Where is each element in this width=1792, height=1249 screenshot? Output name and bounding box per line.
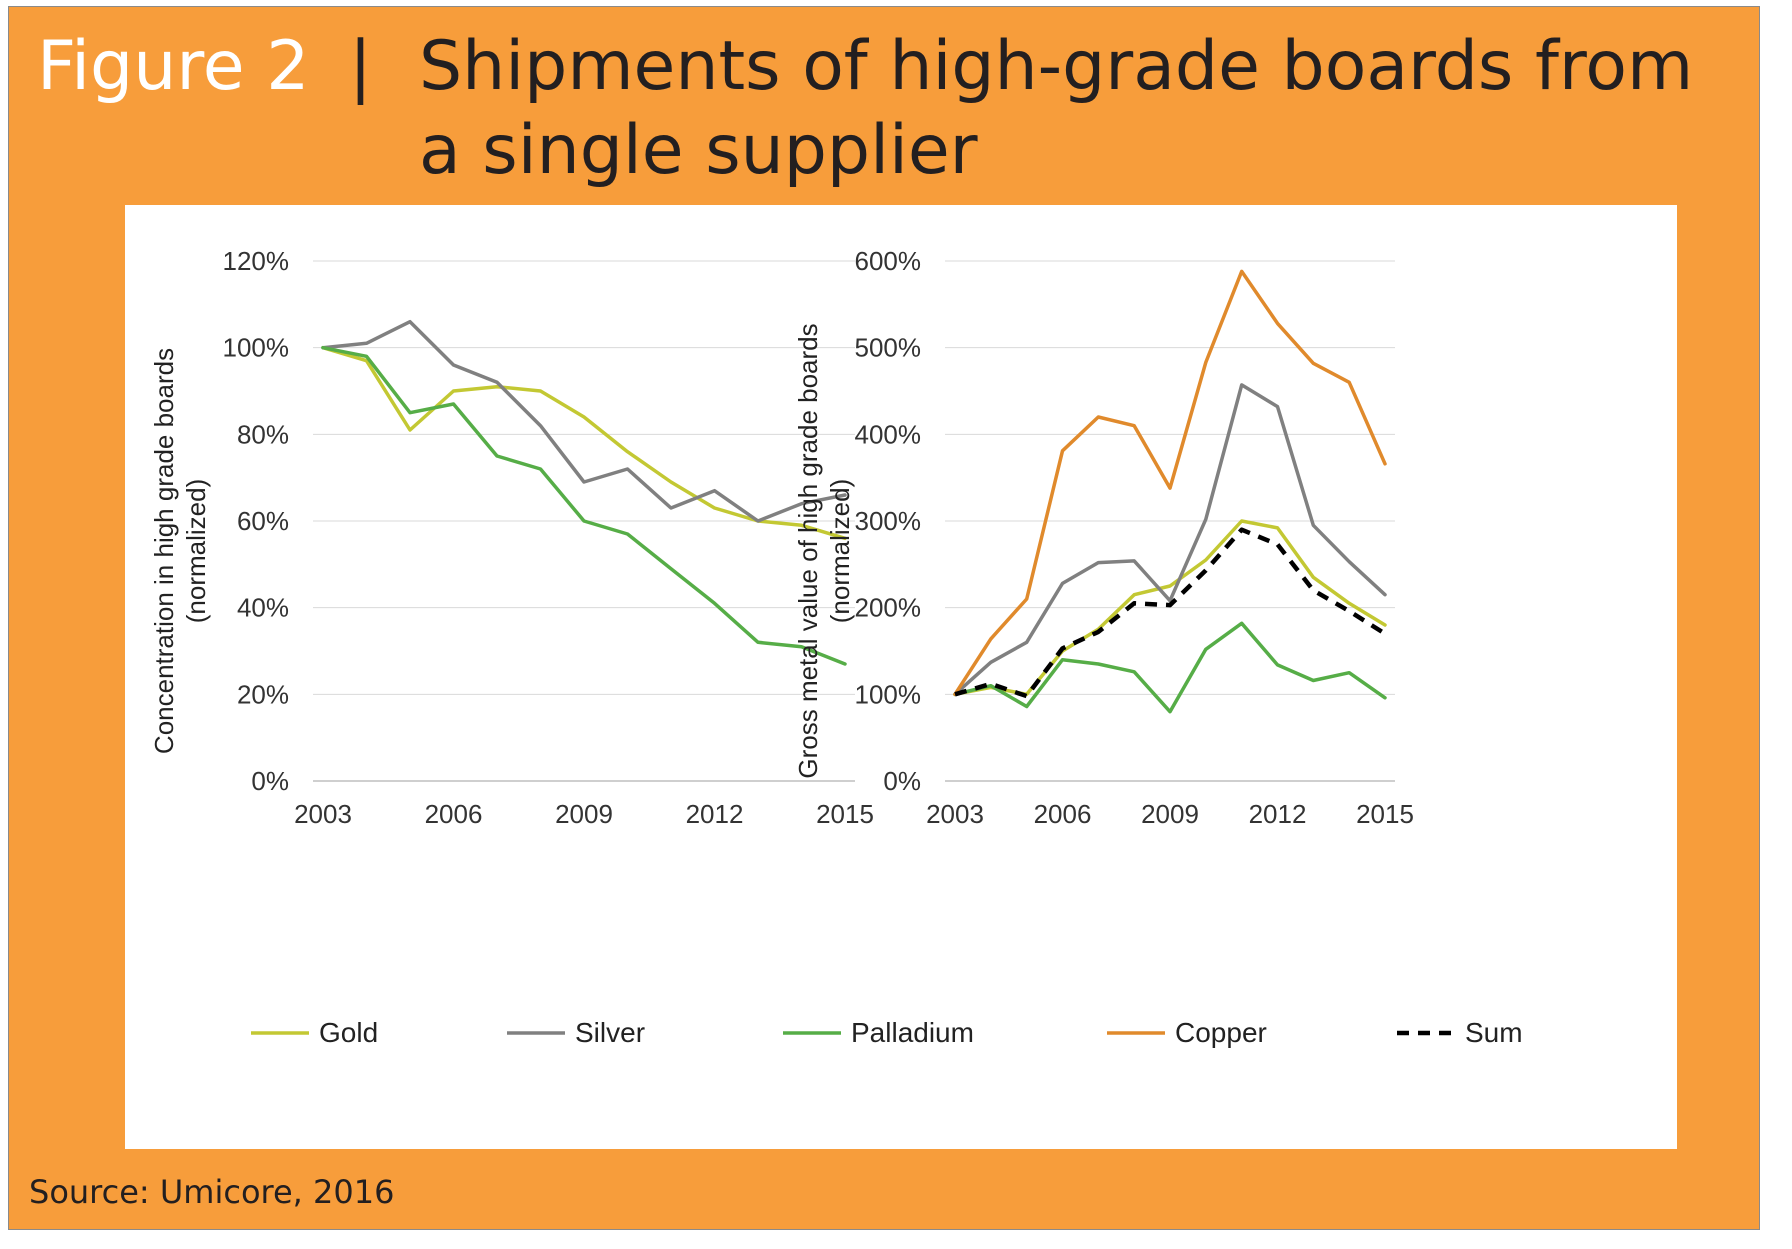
source-note: Source: Umicore, 2016 [29,1173,395,1211]
x-tick-label: 2006 [1034,799,1092,829]
x-tick-label: 2003 [926,799,984,829]
chart-2: 0% 100% 200% 300% 400% 500% 600% 2003 2006 2009 20… [793,246,1414,829]
x-tick-label: 2015 [1356,799,1414,829]
x-tick-label: 2015 [816,799,874,829]
x-tick-label: 2009 [1141,799,1199,829]
y-tick-label: 400% [855,419,922,449]
y-tick-label: 200% [855,593,922,623]
legend-label: Palladium [851,1017,974,1048]
series-line-gold [321,345,847,541]
chart-panel: 0% 20% 40% 60% 80% 100% 120% 2003 2006 2009 2012 20… [125,205,1677,1149]
y-axis-title-line: Gross metal value of high grade boards [793,323,823,778]
series-line-silver [321,319,847,523]
x-tick-label: 2012 [686,799,744,829]
legend-label: Sum [1465,1017,1523,1048]
legend-swatch [507,1031,565,1035]
y-tick-label: 20% [237,679,289,709]
legend-label: Silver [575,1017,646,1048]
y-tick-label: 40% [237,593,289,623]
legend: Gold Silver Palladium Copper Sum [125,1013,1677,1053]
chart-1: 0% 20% 40% 60% 80% 100% 120% 2003 2006 2009 2012 20… [149,246,874,829]
legend-swatch [1107,1031,1165,1035]
y-axis-title-line: (normalized) [181,479,211,624]
series-line-silver [953,383,1387,697]
series-line-palladium [321,345,847,666]
figure-separator: | [349,27,372,106]
y-axis-title: Concentration in high grade boards(norma… [149,348,211,754]
y-tick-label: 120% [223,246,290,276]
y-tick-label: 600% [855,246,922,276]
legend-swatch [1397,1030,1455,1036]
legend-swatch [251,1031,309,1035]
charts-svg: 0% 20% 40% 60% 80% 100% 120% 2003 2006 2009 2012 20… [149,246,1414,829]
series-line-palladium [953,621,1387,714]
y-axis-title: Gross metal value of high grade boards(n… [793,323,855,778]
y-tick-label: 100% [855,679,922,709]
y-tick-label: 500% [855,333,922,363]
legend-item-silver: Silver [505,1013,645,1053]
legend-label: Gold [319,1017,379,1048]
figure-title: Shipments of high-grade boards from a si… [419,27,1694,190]
y-tick-label: 60% [237,506,289,536]
legend-item-copper: Copper [1105,1013,1267,1053]
y-tick-label: 100% [223,333,290,363]
x-tick-label: 2003 [294,799,352,829]
y-tick-label: 0% [251,766,289,796]
series-line-copper [953,269,1387,697]
y-tick-label: 80% [237,419,289,449]
x-tick-label: 2009 [555,799,613,829]
figure-label: Figure 2 [37,27,310,106]
y-axis-title-line: Concentration in high grade boards [149,348,179,754]
legend-swatch [783,1031,841,1035]
figure-frame: Figure 2 | Shipments of high-grade board… [8,6,1760,1230]
y-axis-title-line: (normalized) [825,479,855,624]
x-tick-label: 2006 [425,799,483,829]
y-tick-label: 300% [855,506,922,536]
legend-item-sum: Sum [1395,1013,1523,1053]
y-tick-label: 0% [883,766,921,796]
legend-item-palladium: Palladium [781,1013,974,1053]
x-tick-label: 2012 [1249,799,1307,829]
series-line-sum [954,527,1387,699]
legend-label: Copper [1175,1017,1267,1048]
legend-item-gold: Gold [249,1013,378,1053]
